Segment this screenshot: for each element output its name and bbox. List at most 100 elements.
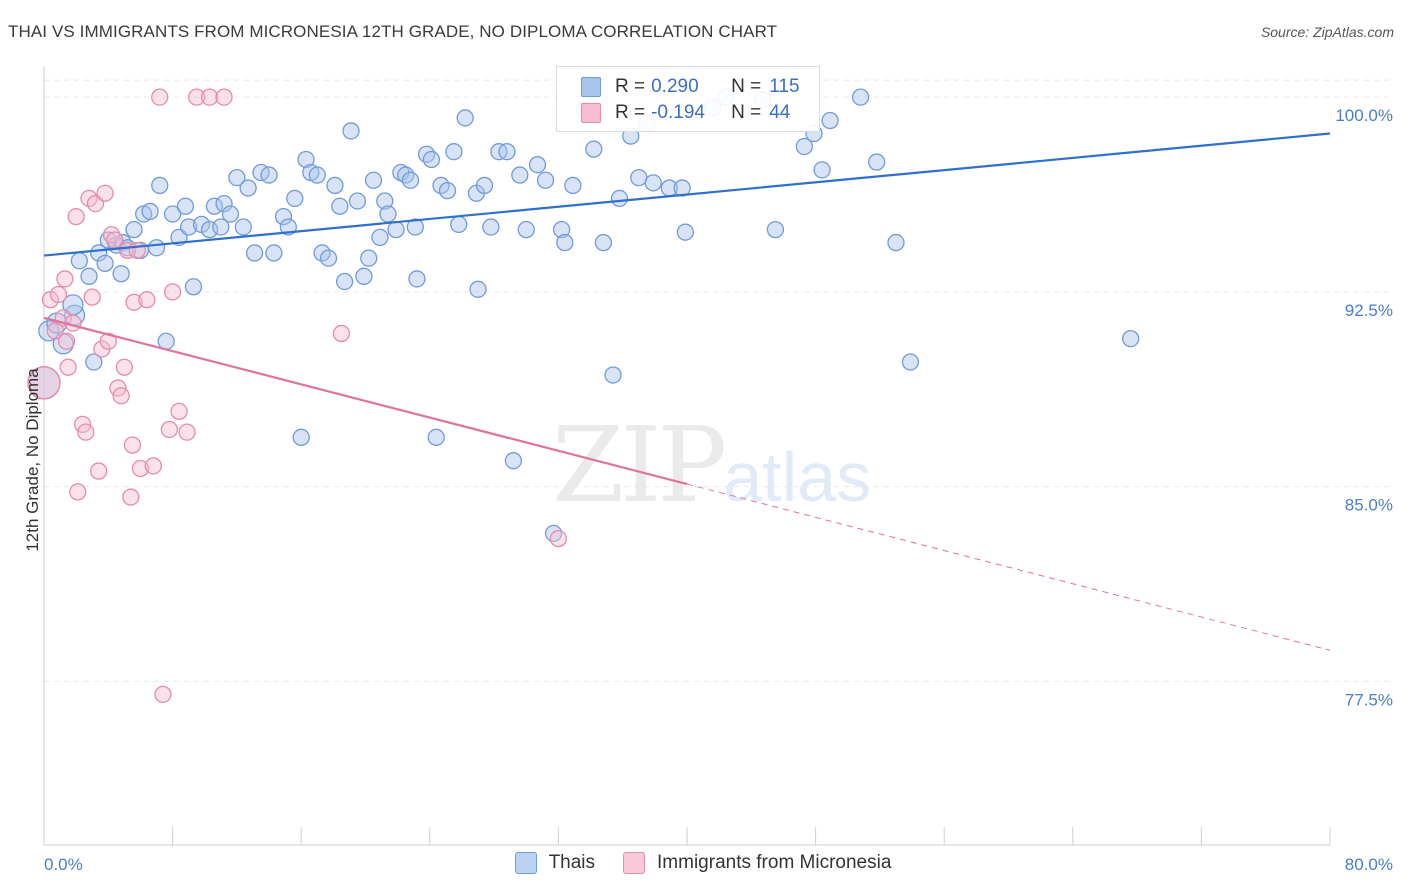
data-point-micronesia [151,88,169,106]
y-axis-title: 12th Grade, No Diploma [23,368,42,552]
data-point-thais [364,171,383,189]
data-point-thais [355,267,373,285]
data-point-thais [469,280,487,298]
series-legend: Thais Immigrants from Micronesia [0,852,1406,874]
data-point-micronesia [200,88,219,106]
data-point-micronesia [131,459,150,478]
data-point-thais [96,254,114,272]
data-point-micronesia [112,387,130,405]
data-point-micronesia [128,241,146,260]
data-point-thais [376,192,394,210]
legend-row-micronesia: R = -0.194 N = 44 [581,100,790,126]
data-point-micronesia [163,283,182,301]
data-point-micronesia [77,423,95,441]
data-point-micronesia [96,184,114,202]
data-point-micronesia [178,423,196,441]
data-point-thais [604,366,622,384]
y-tick-label: 92.5% [1345,301,1393,320]
data-point-micronesia [57,332,76,350]
data-point-thais [80,267,98,285]
data-point-thais [70,252,89,270]
legend-label-micronesia: Immigrants from Micronesia [657,852,892,873]
data-point-thais [552,220,571,239]
data-point-thais [427,428,445,446]
data-point-thais [511,166,529,184]
data-point-thais [212,218,230,236]
data-point-thais [147,239,166,257]
trend-line-micronesia-extrapolated [686,483,1331,651]
legend-label-thais: Thais [548,852,596,873]
y-tick-label: 77.5% [1345,690,1393,709]
chart-source: Source: ZipAtlas.com [1260,24,1394,40]
data-point-thais [766,220,785,239]
data-point-thais [887,233,905,252]
legend-n-label: N = [731,76,762,97]
series-micronesia [27,88,568,704]
data-point-thais [544,524,563,543]
data-point-micronesia [549,529,568,548]
legend-swatch-thais [514,852,537,874]
data-point-thais [245,244,264,262]
data-point-thais [184,278,203,296]
stats-legend: R = 0.290 N = 115 R = -0.194 N = 44 [556,66,820,132]
data-point-thais [851,88,870,106]
data-point-thais [422,150,441,169]
data-point-thais [644,174,662,192]
data-point-thais [795,137,813,156]
data-point-micronesia [332,324,351,343]
legend-n-label: N = [731,102,762,123]
data-point-thais [387,220,405,239]
chart-title: THAI VS IMMIGRANTS FROM MICRONESIA 12TH … [8,22,778,41]
tick-labels: 77.5% 85.0% 92.5% 100.0% 0.0% 80.0% [44,106,1393,874]
data-point-micronesia [115,358,134,376]
legend-r-label: R = [615,76,646,97]
data-point-micronesia [56,270,74,288]
data-point-thais [141,202,159,221]
data-point-thais [335,272,354,291]
data-point-thais [38,320,60,342]
data-point-thais [371,228,389,247]
data-point-thais [594,233,613,252]
data-point-thais [438,181,457,200]
data-point-micronesia [67,207,85,226]
data-point-thais [360,249,378,267]
data-point-thais [401,171,420,189]
data-point-thais [260,166,278,184]
legend-r-value: 0.290 [651,76,699,97]
data-point-thais [205,197,224,215]
data-point-micronesia [154,685,172,704]
watermark-zip: ZIP [552,404,727,526]
trend-lines [43,132,1331,651]
x-tick-label: 0.0% [44,855,83,874]
data-point-micronesia [83,288,101,306]
data-point-thais [504,452,523,470]
data-point-thais [379,205,397,223]
data-point-micronesia [188,88,206,106]
data-point-thais [456,109,474,127]
data-point-thais [397,166,415,184]
legend-swatch-micronesia [623,852,646,874]
data-point-micronesia [99,332,117,350]
trend-line-micronesia [43,316,688,486]
data-point-micronesia [102,226,121,244]
data-point-thais [228,169,246,187]
data-point-thais [297,150,315,169]
legend-swatch-pink [581,103,601,123]
legend-row-thais: R = 0.290 N = 115 [581,74,800,100]
data-point-thais [234,218,252,236]
data-point-thais [342,122,360,140]
data-point-micronesia [215,88,233,106]
data-point-thais [450,215,468,234]
data-point-thais [176,197,195,215]
data-point-thais [528,156,547,174]
series-thais [27,88,1140,543]
data-point-thais [556,233,574,252]
data-point-thais [630,169,648,187]
data-point-thais [308,166,326,184]
data-point-thais [475,176,494,195]
legend-n-value: 115 [769,76,800,97]
data-point-thais [406,218,424,236]
data-point-thais [517,220,535,239]
data-point-micronesia [123,436,142,454]
legend-item-thais: Thais [514,852,596,874]
